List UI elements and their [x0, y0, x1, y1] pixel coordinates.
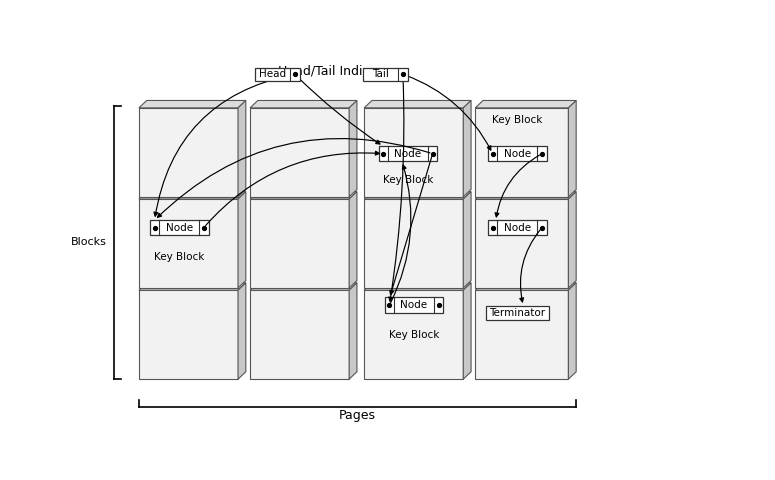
Polygon shape — [139, 108, 238, 197]
Text: Node: Node — [504, 223, 531, 233]
Polygon shape — [364, 283, 471, 290]
Polygon shape — [364, 108, 463, 197]
Polygon shape — [350, 100, 357, 197]
Polygon shape — [363, 68, 408, 81]
Polygon shape — [463, 100, 471, 197]
Polygon shape — [364, 192, 471, 199]
Polygon shape — [350, 192, 357, 288]
Text: Head: Head — [259, 69, 286, 79]
Polygon shape — [488, 220, 546, 235]
Text: Node: Node — [394, 149, 422, 159]
Text: Node: Node — [504, 149, 531, 159]
Text: Head/Tail Indices: Head/Tail Indices — [278, 64, 384, 77]
Polygon shape — [250, 100, 357, 108]
Polygon shape — [139, 283, 246, 290]
Polygon shape — [378, 146, 437, 161]
Polygon shape — [568, 100, 576, 197]
Polygon shape — [488, 146, 546, 161]
Polygon shape — [364, 199, 463, 288]
Polygon shape — [250, 108, 350, 197]
Polygon shape — [139, 100, 246, 108]
Polygon shape — [254, 68, 300, 81]
Text: Tail: Tail — [372, 69, 389, 79]
Polygon shape — [568, 283, 576, 379]
Polygon shape — [568, 192, 576, 288]
Polygon shape — [350, 283, 357, 379]
Polygon shape — [250, 290, 350, 379]
Polygon shape — [364, 100, 471, 108]
Polygon shape — [384, 298, 443, 313]
Text: Key Block: Key Block — [389, 330, 439, 340]
Polygon shape — [250, 283, 357, 290]
Polygon shape — [139, 199, 238, 288]
Polygon shape — [475, 283, 576, 290]
Polygon shape — [139, 290, 238, 379]
Text: Key Block: Key Block — [492, 115, 542, 125]
Text: Pages: Pages — [339, 408, 376, 421]
Text: Node: Node — [401, 300, 428, 310]
Text: Terminator: Terminator — [489, 308, 546, 318]
Polygon shape — [238, 283, 246, 379]
Polygon shape — [150, 220, 208, 235]
Polygon shape — [139, 192, 246, 199]
Polygon shape — [364, 290, 463, 379]
Polygon shape — [486, 306, 549, 320]
Polygon shape — [238, 192, 246, 288]
Text: Node: Node — [166, 223, 193, 233]
Polygon shape — [250, 199, 350, 288]
Polygon shape — [463, 192, 471, 288]
Polygon shape — [238, 100, 246, 197]
Text: Key Block: Key Block — [383, 175, 433, 185]
Polygon shape — [250, 192, 357, 199]
Polygon shape — [463, 283, 471, 379]
Polygon shape — [475, 100, 576, 108]
Polygon shape — [475, 199, 568, 288]
Polygon shape — [475, 108, 568, 197]
Polygon shape — [475, 290, 568, 379]
Text: Blocks: Blocks — [71, 238, 106, 247]
Polygon shape — [475, 192, 576, 199]
Text: Key Block: Key Block — [154, 252, 205, 262]
